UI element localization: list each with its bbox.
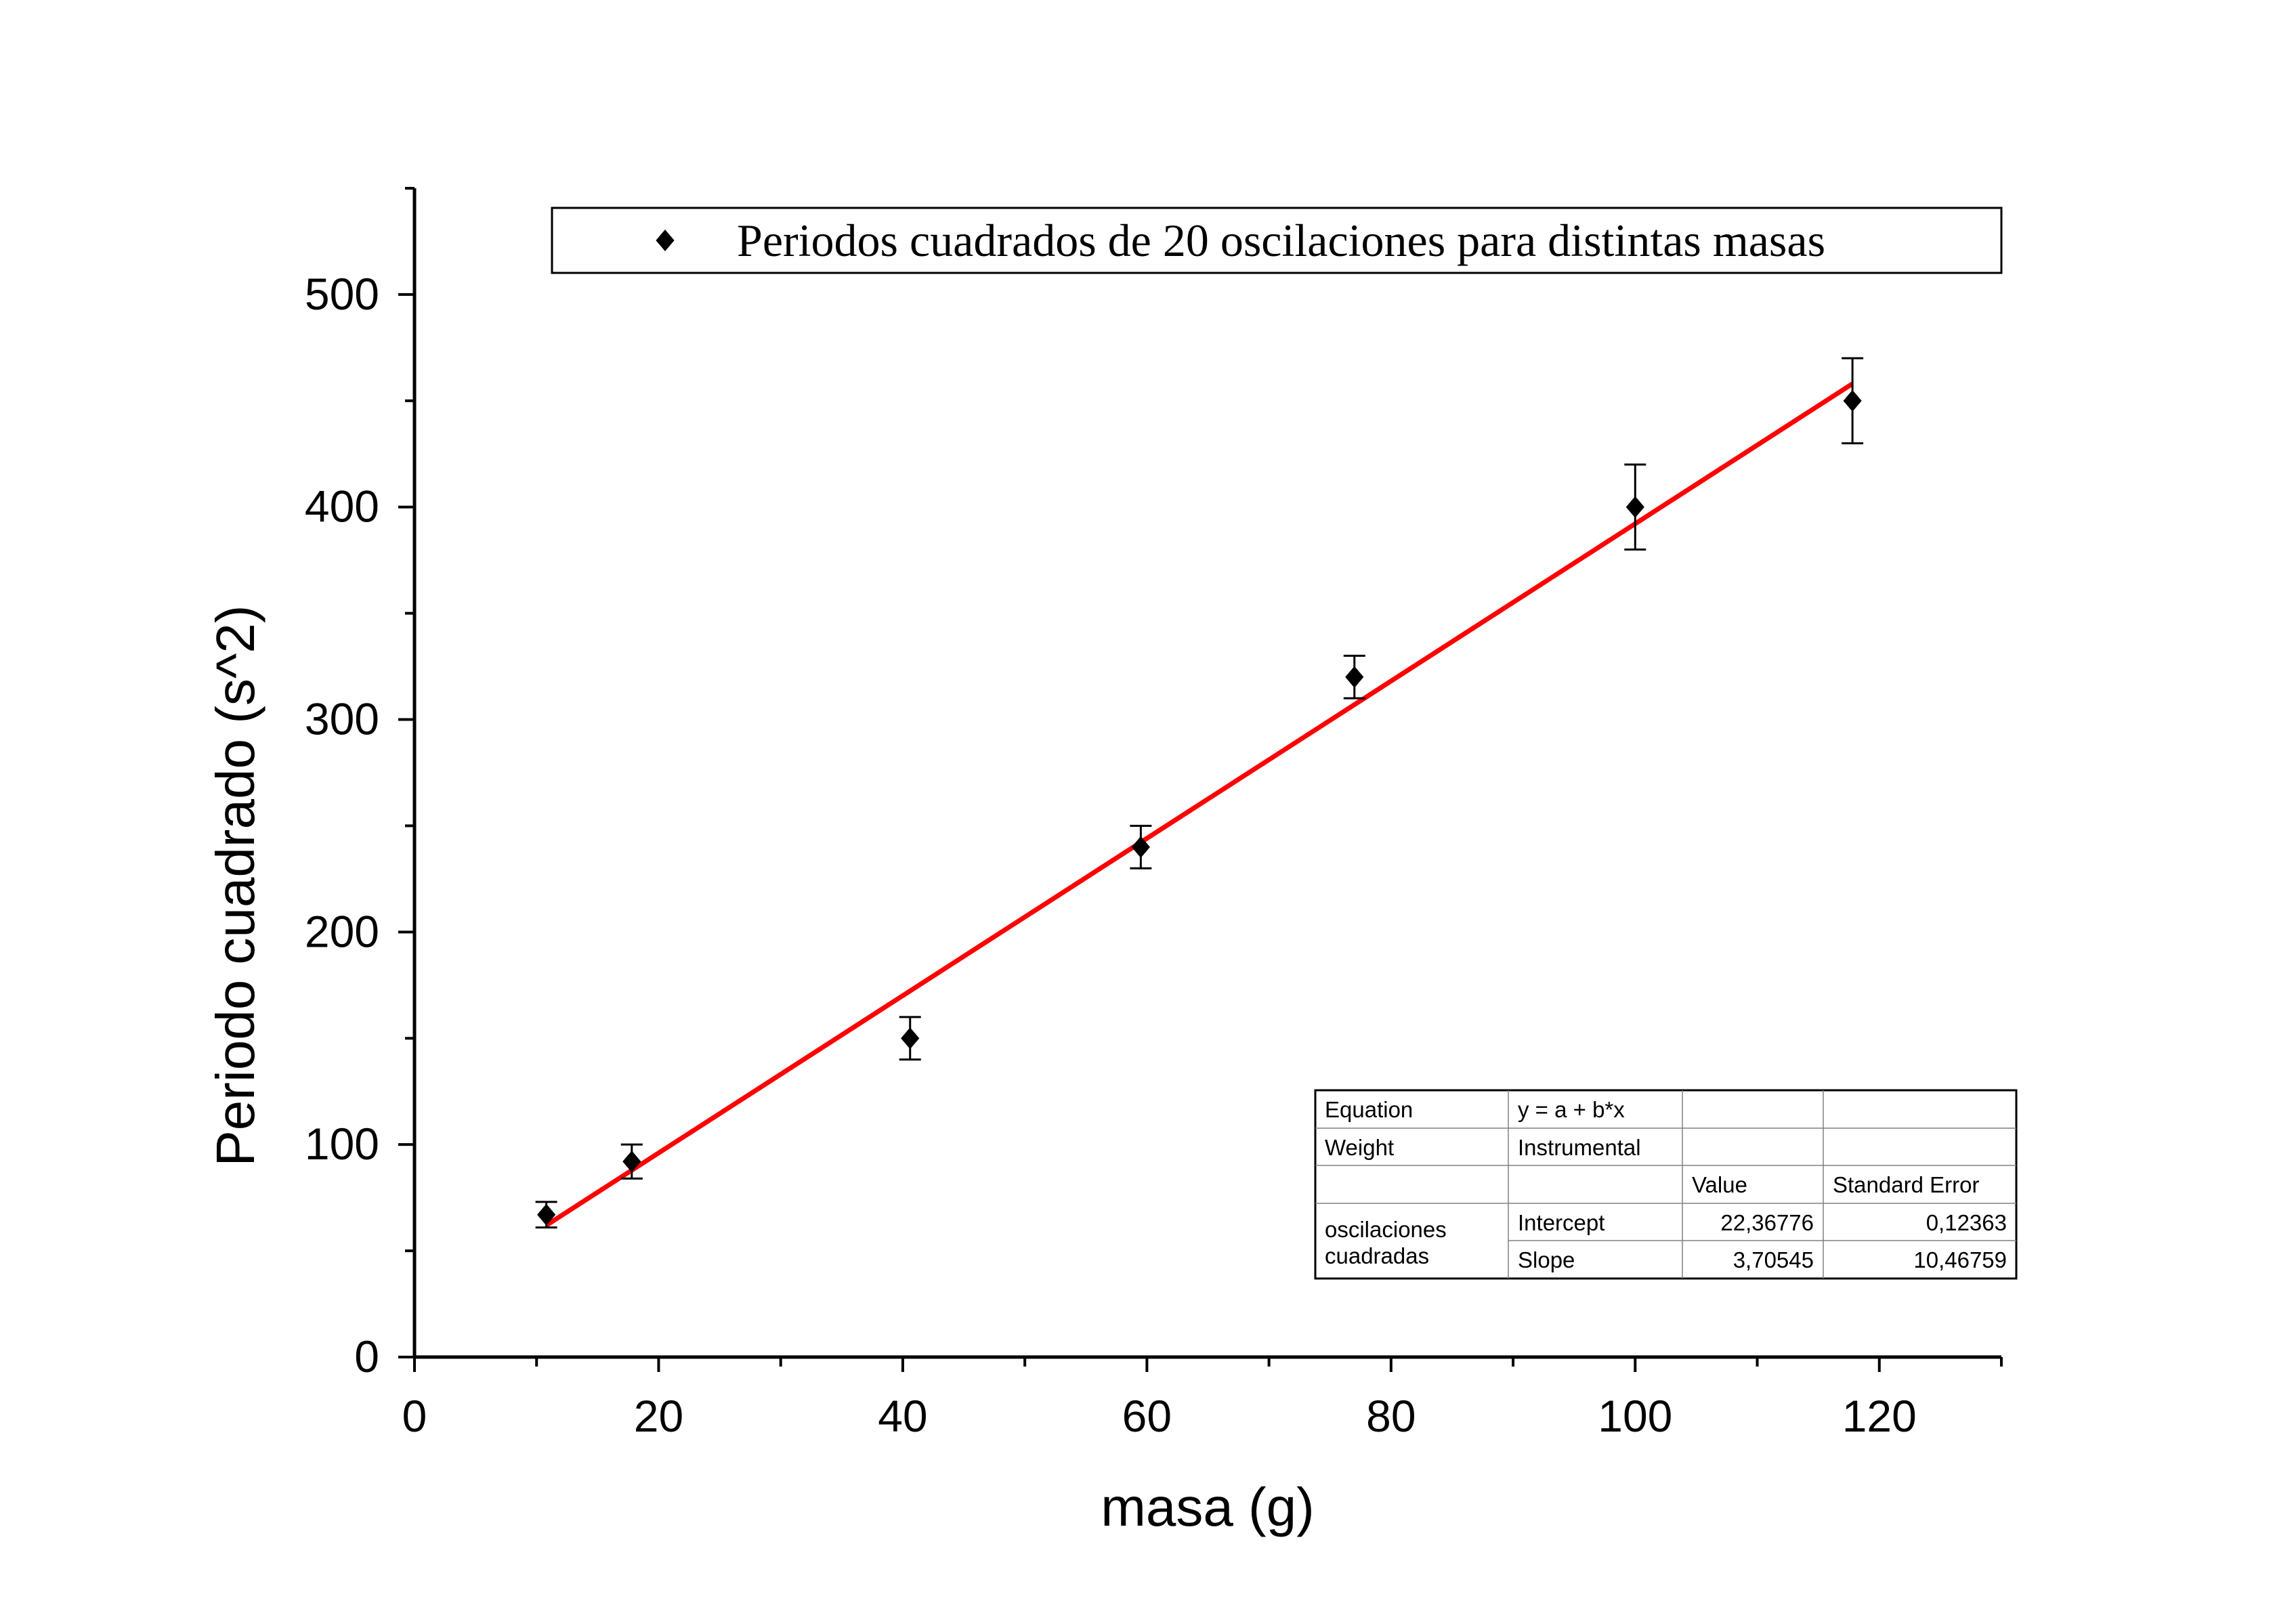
axes: 0 20 40 60 80 100 120 0 100 200 300 400 500 [305, 187, 2003, 1441]
data-point [622, 1151, 641, 1173]
y-tick-label: 200 [305, 906, 379, 956]
fit-table-cell: Instrumental [1518, 1135, 1641, 1160]
fit-table-border [1314, 1089, 2018, 1280]
data-points [537, 389, 1862, 1226]
x-axis-label: masa (g) [1101, 1477, 1315, 1537]
data-point [1345, 666, 1364, 688]
y-axis-label: Periodo cuadrado (s^2) [205, 605, 265, 1166]
fit-table-cell: 10,46759 [1913, 1247, 2007, 1272]
fit-table-cell: Standard Error [1833, 1172, 1979, 1197]
x-tick-label: 100 [1598, 1391, 1672, 1441]
fit-table-cell: cuadradas [1325, 1243, 1429, 1268]
legend-box [551, 207, 2003, 274]
legend-marker [656, 230, 675, 251]
data-point [1625, 496, 1644, 518]
data-point [901, 1027, 920, 1050]
x-tick-label: 120 [1842, 1391, 1917, 1441]
fit-table-cell: 0,12363 [1926, 1210, 2007, 1235]
x-tick-label: 60 [1122, 1391, 1172, 1441]
fit-table-cell: Slope [1518, 1247, 1575, 1272]
y-tick-label: 0 [354, 1331, 379, 1381]
fit-table-cell: Weight [1325, 1135, 1394, 1160]
data-point [1131, 836, 1150, 858]
data-point [1843, 389, 1862, 412]
data-point [537, 1203, 556, 1226]
y-tick-label: 400 [305, 481, 379, 532]
y-tick-label: 300 [305, 694, 379, 744]
x-tick-label: 80 [1366, 1391, 1416, 1441]
fit-table-cell: 3,70545 [1733, 1247, 1814, 1272]
legend-label: Periodos cuadrados de 20 oscilaciones pa… [737, 215, 1825, 266]
fit-table-cell: Value [1692, 1172, 1747, 1197]
fit-table-cell: Intercept [1518, 1210, 1604, 1235]
fit-table-cell: oscilaciones [1325, 1217, 1447, 1242]
fit-table-cell: 22,36776 [1720, 1210, 1814, 1235]
legend: Periodos cuadrados de 20 oscilaciones pa… [551, 207, 2003, 274]
x-tick-label: 0 [402, 1391, 427, 1441]
fit-table-cell: Equation [1325, 1097, 1413, 1122]
y-tick-label: 500 [305, 269, 379, 319]
x-tick-label: 40 [878, 1391, 927, 1441]
fit-table-cell: y = a + b*x [1518, 1097, 1625, 1122]
y-tick-label: 100 [305, 1119, 379, 1169]
x-tick-label: 20 [634, 1391, 683, 1441]
fit-table: Equation y = a + b*x Weight Instrumental Val… [1314, 1089, 2018, 1280]
